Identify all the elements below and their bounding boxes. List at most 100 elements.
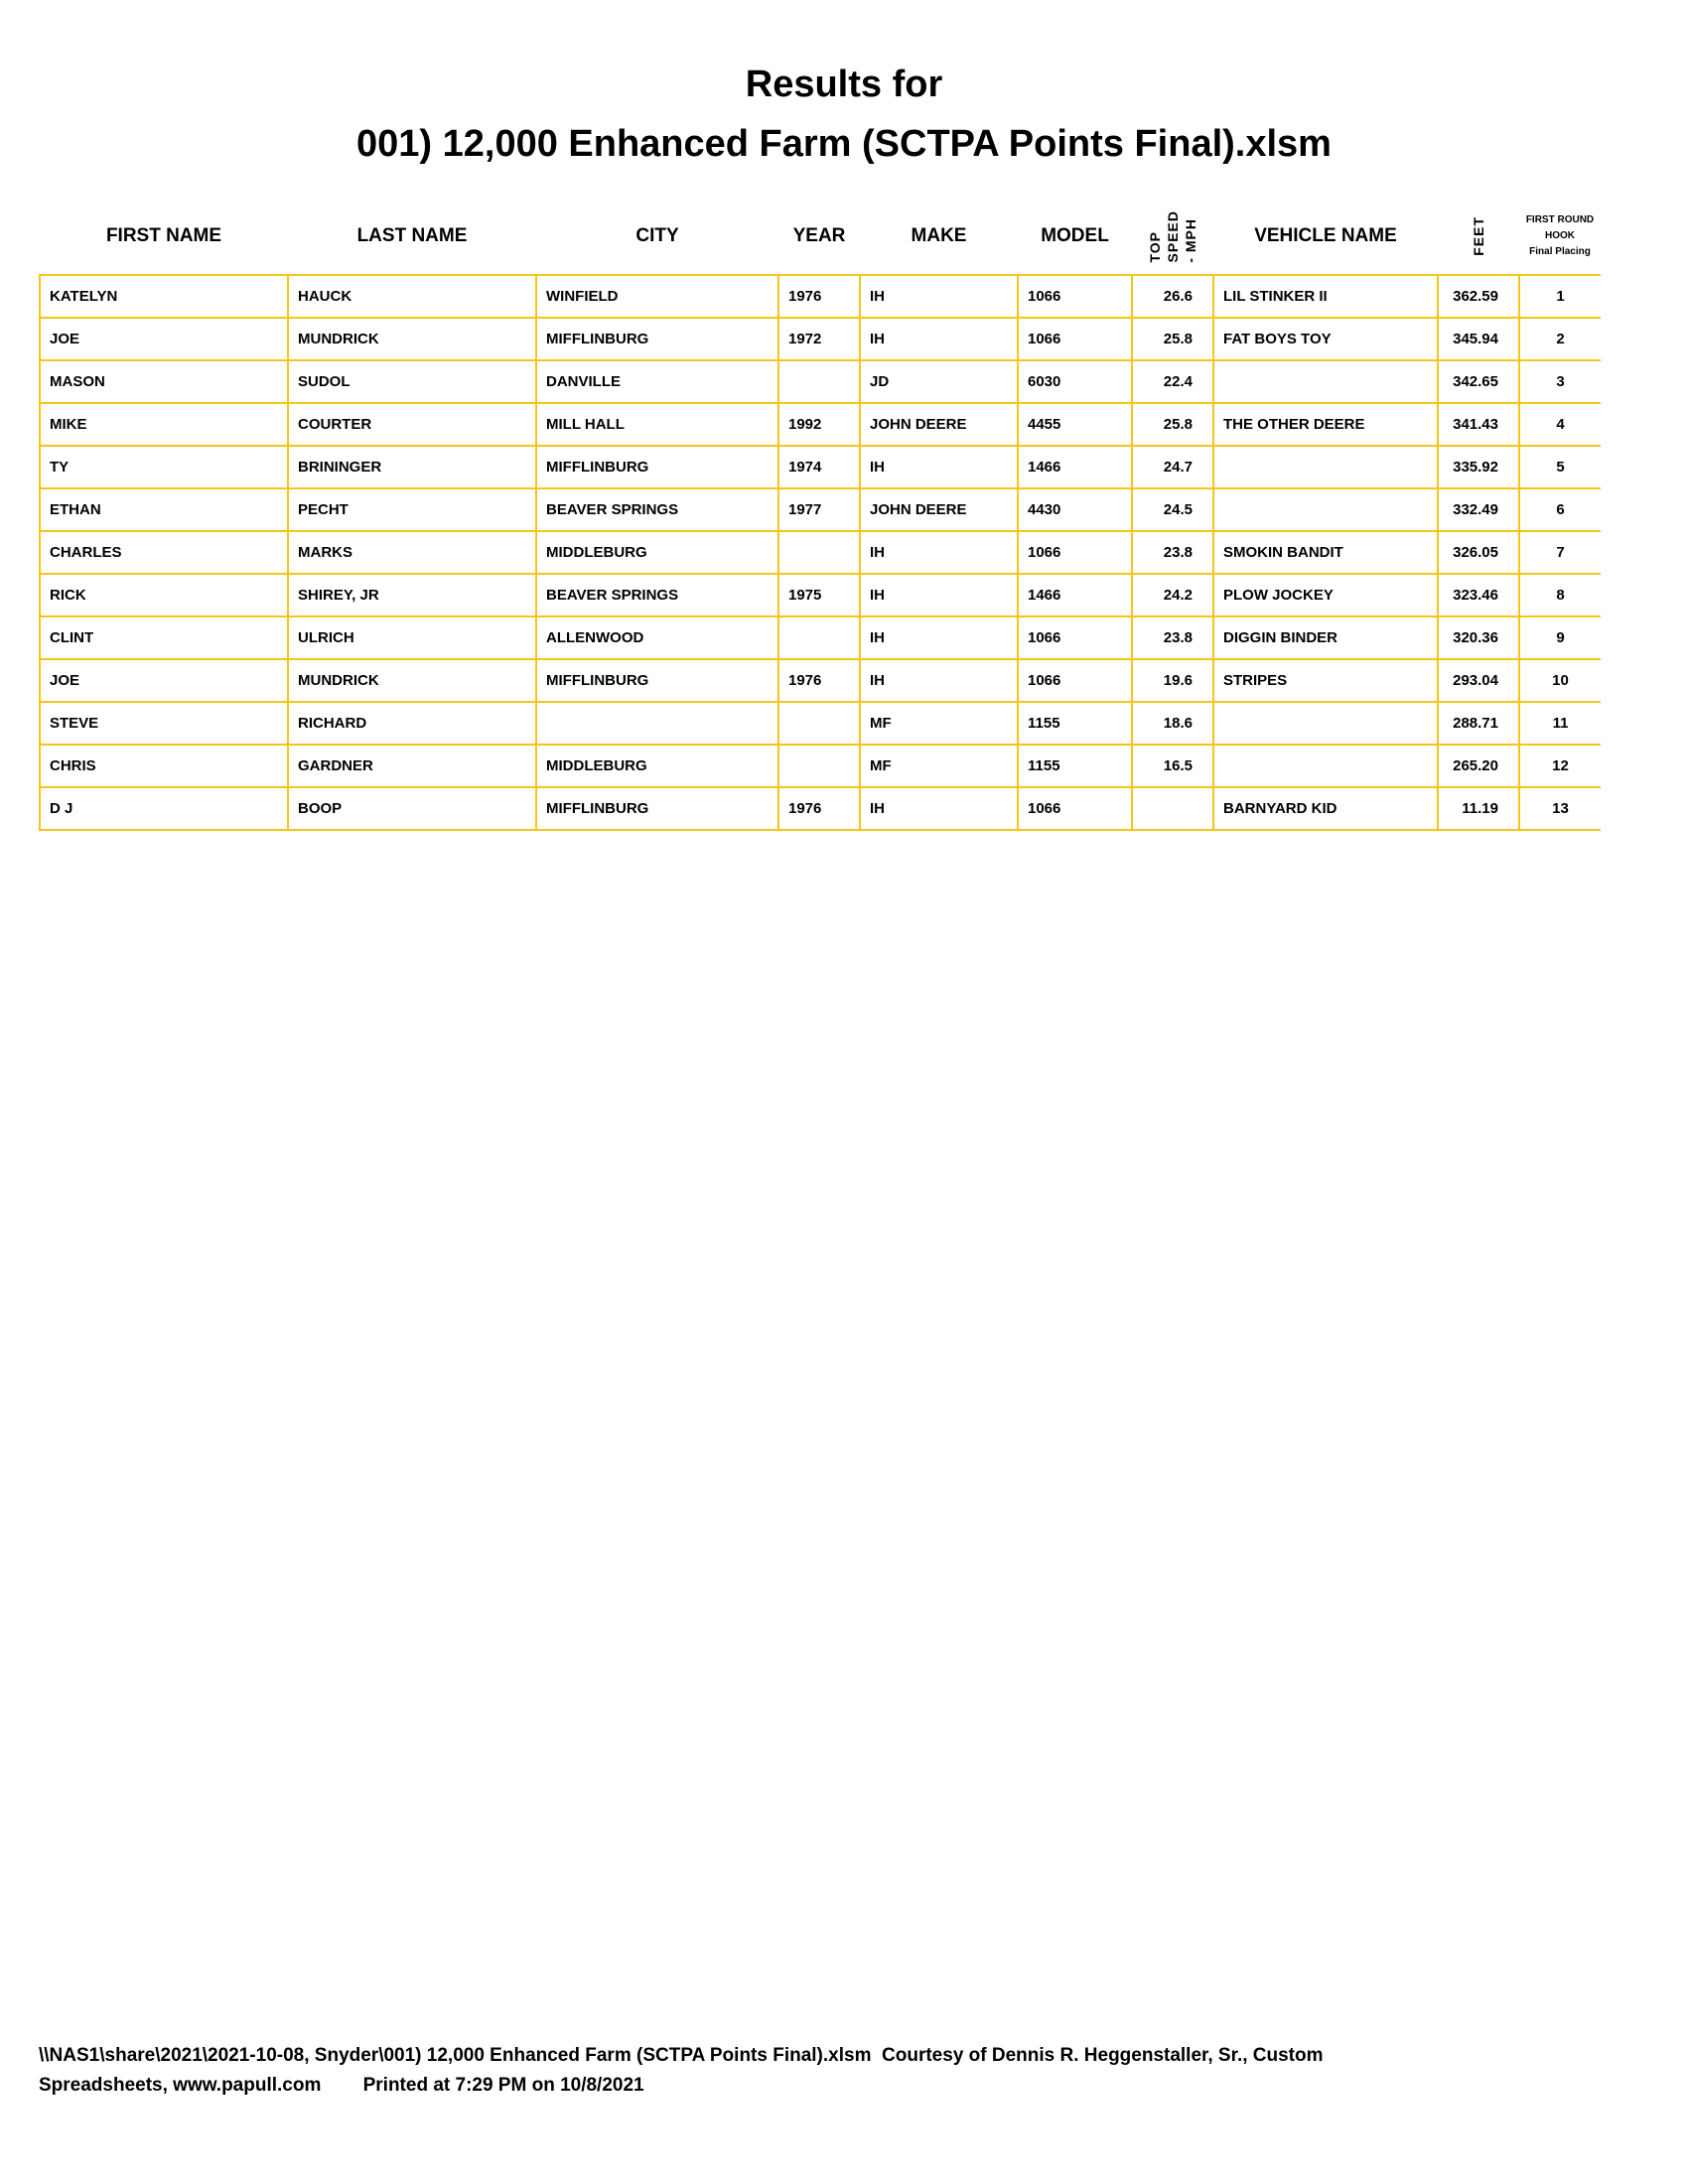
cell-first-name: STEVE [39, 701, 289, 746]
cell-placing: 8 [1518, 573, 1601, 617]
cell-model: 1466 [1017, 573, 1133, 617]
cell-model: 1066 [1017, 658, 1133, 703]
table-row: JOE MUNDRICK MIFFLINBURG 1976 IH 1066 19.6 STRI… [39, 658, 1601, 703]
cell-top-speed: 25.8 [1131, 402, 1214, 447]
cell-placing: 5 [1518, 445, 1601, 489]
results-body: KATELYN HAUCK WINFIELD 1976 IH 1066 26.6 LIL ST… [39, 274, 1601, 831]
cell-last-name: COURTER [287, 402, 537, 447]
cell-make: IH [859, 274, 1019, 319]
cell-feet: 341.43 [1437, 402, 1520, 447]
cell-year [777, 744, 861, 788]
cell-make: MF [859, 701, 1019, 746]
header-feet: FEET [1438, 199, 1519, 275]
cell-city: MIDDLEBURG [535, 744, 779, 788]
cell-first-name: JOE [39, 317, 289, 361]
cell-first-name: ETHAN [39, 487, 289, 532]
cell-top-speed: 24.5 [1131, 487, 1214, 532]
header-placing-3: Final Placing [1529, 246, 1591, 257]
cell-feet: 265.20 [1437, 744, 1520, 788]
cell-make: MF [859, 744, 1019, 788]
cell-last-name: BOOP [287, 786, 537, 831]
cell-make: IH [859, 786, 1019, 831]
cell-feet: 326.05 [1437, 530, 1520, 575]
cell-last-name: HAUCK [287, 274, 537, 319]
header-placing-2: HOOK [1545, 230, 1575, 241]
cell-placing: 2 [1518, 317, 1601, 361]
cell-placing: 10 [1518, 658, 1601, 703]
cell-top-speed: 16.5 [1131, 744, 1214, 788]
cell-vehicle-name [1212, 744, 1439, 788]
cell-year [777, 530, 861, 575]
cell-make: JD [859, 359, 1019, 404]
cell-top-speed: 26.6 [1131, 274, 1214, 319]
cell-first-name: CHRIS [39, 744, 289, 788]
footer-line-2: Spreadsheets, www.papull.com Printed at … [39, 2075, 644, 2096]
header-row: FIRST NAME LAST NAME CITY YEAR MAKE MODE… [40, 199, 1601, 275]
table-row: CHARLES MARKS MIDDLEBURG IH 1066 23.8 SMOKIN B… [39, 530, 1601, 575]
header-top-speed: TOP SPEED - MPH [1132, 199, 1213, 275]
cell-year [777, 615, 861, 660]
header-city: CITY [635, 225, 679, 246]
results-table: FIRST NAME LAST NAME CITY YEAR MAKE MODE… [39, 199, 1601, 831]
cell-city: MIFFLINBURG [535, 317, 779, 361]
cell-make: JOHN DEERE [859, 487, 1019, 532]
table-row: MIKE COURTER MILL HALL 1992 JOHN DEERE 4455 25… [39, 402, 1601, 447]
header-last-name: LAST NAME [356, 225, 468, 246]
cell-top-speed: 18.6 [1131, 701, 1214, 746]
cell-top-speed: 24.2 [1131, 573, 1214, 617]
header-vehicle-name: VEHICLE NAME [1254, 225, 1397, 246]
cell-city: MILL HALL [535, 402, 779, 447]
cell-make: IH [859, 573, 1019, 617]
cell-top-speed: 22.4 [1131, 359, 1214, 404]
cell-model: 1466 [1017, 445, 1133, 489]
cell-last-name: PECHT [287, 487, 537, 532]
cell-feet: 332.49 [1437, 487, 1520, 532]
cell-feet: 362.59 [1437, 274, 1520, 319]
cell-year: 1972 [777, 317, 861, 361]
cell-vehicle-name [1212, 359, 1439, 404]
cell-last-name: SUDOL [287, 359, 537, 404]
cell-vehicle-name: THE OTHER DEERE [1212, 402, 1439, 447]
header-feet-label: FEET [1471, 216, 1486, 256]
cell-make: JOHN DEERE [859, 402, 1019, 447]
cell-first-name: CHARLES [39, 530, 289, 575]
cell-first-name: MIKE [39, 402, 289, 447]
cell-first-name: KATELYN [39, 274, 289, 319]
cell-feet: 345.94 [1437, 317, 1520, 361]
cell-placing: 12 [1518, 744, 1601, 788]
cell-vehicle-name: SMOKIN BANDIT [1212, 530, 1439, 575]
cell-year: 1976 [777, 786, 861, 831]
cell-city: DANVILLE [535, 359, 779, 404]
cell-last-name: ULRICH [287, 615, 537, 660]
cell-city: MIFFLINBURG [535, 786, 779, 831]
cell-year: 1992 [777, 402, 861, 447]
cell-last-name: RICHARD [287, 701, 537, 746]
cell-model: 4455 [1017, 402, 1133, 447]
cell-year: 1976 [777, 274, 861, 319]
cell-feet: 342.65 [1437, 359, 1520, 404]
cell-first-name: MASON [39, 359, 289, 404]
table-row: KATELYN HAUCK WINFIELD 1976 IH 1066 26.6 LIL ST… [39, 274, 1601, 319]
cell-city: BEAVER SPRINGS [535, 573, 779, 617]
cell-model: 6030 [1017, 359, 1133, 404]
table-row: CHRIS GARDNER MIDDLEBURG MF 1155 16.5 265.20 12 [39, 744, 1601, 788]
cell-vehicle-name [1212, 701, 1439, 746]
cell-last-name: GARDNER [287, 744, 537, 788]
cell-model: 1066 [1017, 786, 1133, 831]
cell-feet: 288.71 [1437, 701, 1520, 746]
header-first-name: FIRST NAME [105, 225, 222, 246]
cell-city: MIFFLINBURG [535, 658, 779, 703]
cell-vehicle-name: PLOW JOCKEY [1212, 573, 1439, 617]
cell-model: 4430 [1017, 487, 1133, 532]
table-row: TY BRININGER MIFFLINBURG 1974 IH 1466 24.7 335.… [39, 445, 1601, 489]
cell-placing: 11 [1518, 701, 1601, 746]
cell-last-name: MUNDRICK [287, 317, 537, 361]
cell-last-name: MARKS [287, 530, 537, 575]
cell-feet: 335.92 [1437, 445, 1520, 489]
cell-last-name: SHIREY, JR [287, 573, 537, 617]
table-row: D J BOOP MIFFLINBURG 1976 IH 1066 BARNYARD KID… [39, 786, 1601, 831]
cell-city: ALLENWOOD [535, 615, 779, 660]
cell-city: MIDDLEBURG [535, 530, 779, 575]
cell-placing: 1 [1518, 274, 1601, 319]
header-speed-2: SPEED [1165, 209, 1181, 263]
